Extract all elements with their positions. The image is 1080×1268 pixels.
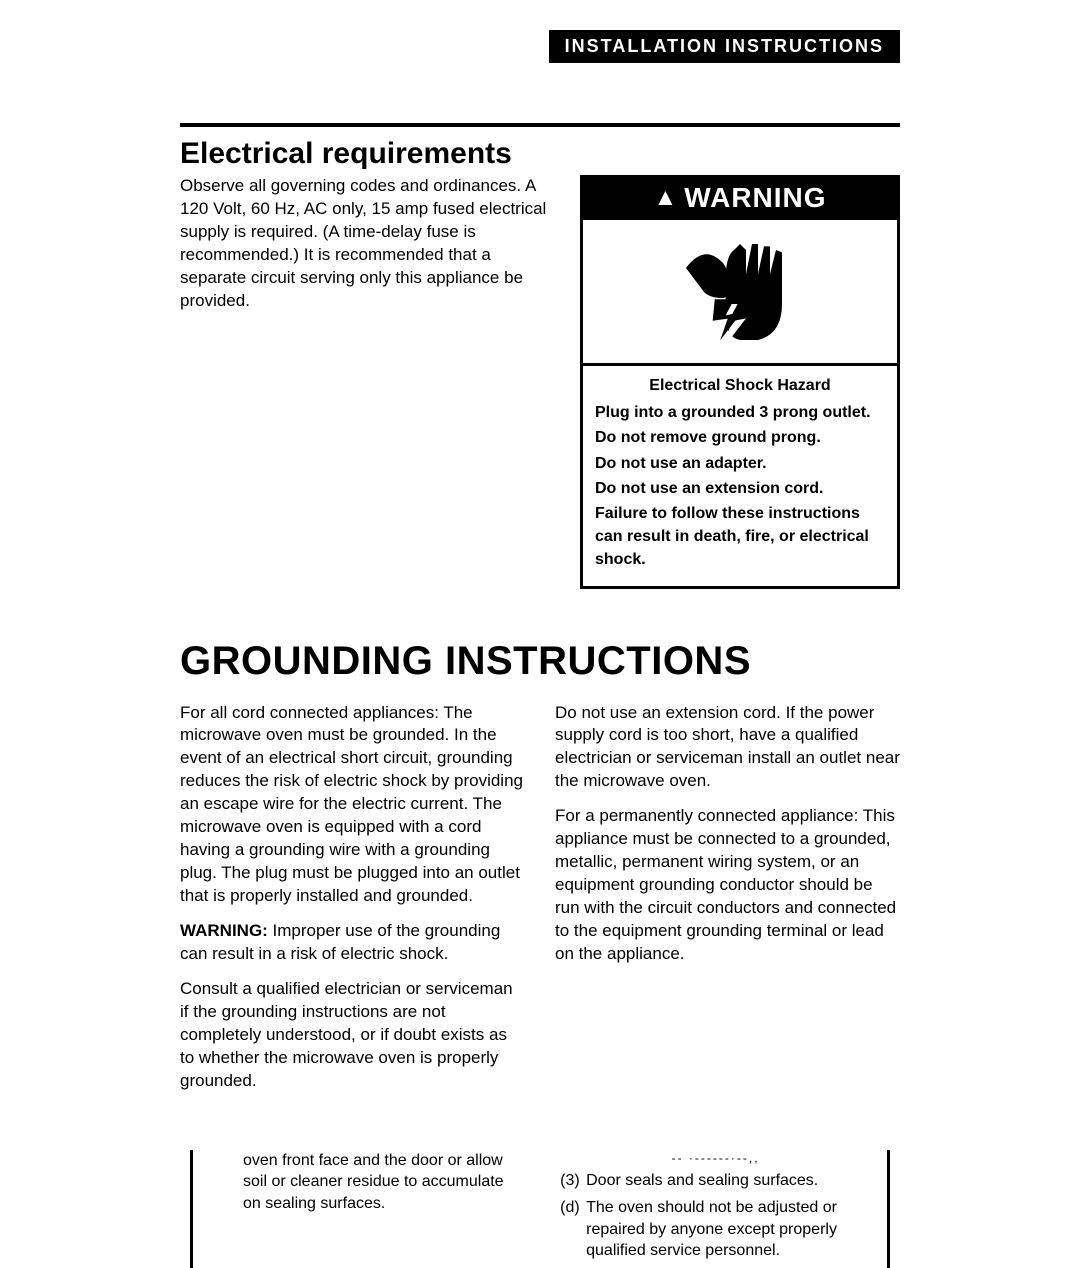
horizontal-rule (180, 123, 900, 127)
fragment-left-text: oven front face and the door or allow so… (203, 1150, 510, 1215)
hazard-title: Electrical Shock Hazard (595, 374, 885, 397)
electrical-body-text: Observe all governing codes and ordinanc… (180, 175, 560, 589)
warning-box: ▲ WARNING Electrical Shock Hazard Plug i… (580, 175, 900, 589)
warning-header: ▲ WARNING (583, 178, 897, 220)
shock-hand-icon (583, 220, 897, 363)
grounding-right-col: Do not use an extension cord. If the pow… (555, 702, 900, 1105)
grounding-p2: WARNING: Improper use of the grounding c… (180, 920, 525, 966)
installation-header-bar: INSTALLATION INSTRUCTIONS (549, 30, 900, 63)
warning-triangle-icon: ▲ (653, 186, 678, 210)
warning-box-col: ▲ WARNING Electrical Shock Hazard Plug i… (580, 175, 900, 589)
warning-line: Do not remove ground prong. (595, 426, 885, 449)
fragment-right: -- ·------·--,, (3) Door seals and seali… (560, 1150, 890, 1268)
fragment-item-3-label: (3) (560, 1170, 580, 1192)
electrical-heading: Electrical requirements (180, 137, 900, 171)
grounding-columns: For all cord connected appliances: The m… (180, 702, 900, 1105)
fragment-item-d: (d) The oven should not be adjusted or r… (560, 1197, 871, 1262)
warning-line: Failure to follow these instructions can… (595, 502, 885, 572)
page: INSTALLATION INSTRUCTIONS Electrical req… (0, 0, 1080, 1268)
warning-body: Electrical Shock Hazard Plug into a grou… (583, 363, 897, 586)
fragment-left: oven front face and the door or allow so… (190, 1150, 520, 1268)
grounding-left-col: For all cord connected appliances: The m… (180, 702, 525, 1105)
fragment-item-d-text: The oven should not be adjusted or repai… (586, 1199, 837, 1259)
grounding-p3: Consult a qualified electrician or servi… (180, 978, 525, 1093)
grounding-p1: For all cord connected appliances: The m… (180, 702, 525, 908)
fragment-item-3: (3) Door seals and sealing surfaces. (560, 1170, 871, 1192)
fragment-item-3-text: Door seals and sealing surfaces. (586, 1172, 818, 1189)
fragment-dash-row: -- ·------·--,, (560, 1150, 871, 1166)
grounding-heading: GROUNDING INSTRUCTIONS (180, 639, 900, 684)
electrical-two-col: Observe all governing codes and ordinanc… (180, 175, 900, 589)
warning-line: Plug into a grounded 3 prong outlet. (595, 401, 885, 424)
warning-line: Do not use an adapter. (595, 452, 885, 475)
grounding-r-p1: Do not use an extension cord. If the pow… (555, 702, 900, 794)
grounding-r-p2: For a permanently connected appliance: T… (555, 805, 900, 966)
bottom-fragment-row: oven front face and the door or allow so… (180, 1150, 900, 1268)
inline-warning-label: WARNING: (180, 921, 268, 940)
warning-line: Do not use an extension cord. (595, 477, 885, 500)
warning-header-text: WARNING (684, 182, 826, 214)
fragment-item-d-label: (d) (560, 1197, 580, 1219)
